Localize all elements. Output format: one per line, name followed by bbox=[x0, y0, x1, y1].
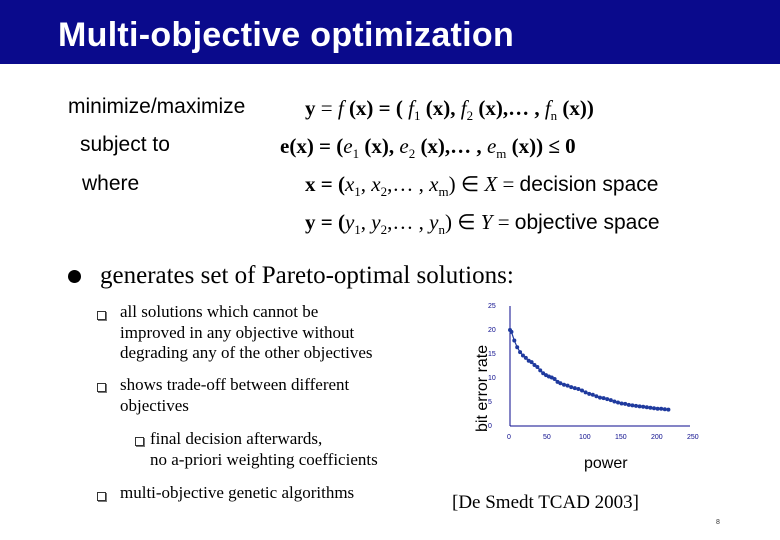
slide-title: Multi-objective optimization bbox=[58, 16, 515, 54]
x-tick-label: 250 bbox=[687, 434, 699, 441]
data-point bbox=[535, 364, 540, 369]
bullet-dot-icon bbox=[68, 270, 81, 283]
y-tick-label: 10 bbox=[488, 375, 496, 382]
citation: [De Smedt TCAD 2003] bbox=[452, 492, 639, 513]
x-tick-label: 100 bbox=[579, 434, 591, 441]
data-point bbox=[532, 363, 537, 368]
sub-bullet-pareto: all solutions which cannot be improved i… bbox=[120, 302, 373, 362]
data-point bbox=[590, 392, 595, 397]
checkbox-bullet-icon bbox=[135, 437, 144, 446]
data-point bbox=[529, 360, 534, 365]
data-point bbox=[552, 376, 557, 381]
checkbox-bullet-icon bbox=[97, 383, 106, 392]
data-point bbox=[623, 401, 628, 406]
data-point bbox=[558, 381, 563, 386]
y-tick-label: 0 bbox=[488, 423, 492, 430]
where-label: where bbox=[82, 172, 140, 195]
data-point bbox=[605, 397, 610, 402]
objective-space-equation: y = (y1, y2,… , yn) ∈ Y = objective spac… bbox=[305, 210, 660, 238]
y-tick-label: 25 bbox=[488, 303, 496, 310]
y-tick-label: 5 bbox=[488, 399, 492, 406]
title-bar bbox=[0, 0, 780, 64]
data-point bbox=[655, 406, 660, 411]
y-axis-label: bit error rate bbox=[474, 345, 491, 432]
checkbox-bullet-icon bbox=[97, 492, 106, 501]
main-bullet-text: generates set of Pareto-optimal solution… bbox=[100, 262, 514, 289]
data-point bbox=[626, 402, 631, 407]
data-point bbox=[583, 390, 588, 395]
data-point bbox=[562, 382, 566, 387]
data-point bbox=[587, 391, 592, 396]
data-point bbox=[644, 405, 649, 410]
data-point bbox=[616, 400, 620, 405]
sub-sub-bullet-final: final decision afterwards, no a-priori w… bbox=[150, 429, 378, 469]
data-point bbox=[565, 383, 570, 388]
page-number: 8 bbox=[716, 519, 720, 526]
data-point bbox=[641, 404, 646, 409]
data-point bbox=[630, 403, 635, 408]
data-point bbox=[662, 407, 667, 412]
data-point bbox=[518, 350, 523, 355]
x-tick-label: 50 bbox=[543, 434, 551, 441]
x-tick-label: 150 bbox=[615, 434, 627, 441]
series-line bbox=[509, 329, 669, 411]
x-tick-label: 200 bbox=[651, 434, 663, 441]
data-point bbox=[659, 406, 664, 411]
data-point bbox=[666, 407, 671, 412]
data-point bbox=[598, 395, 602, 400]
data-point bbox=[634, 403, 638, 408]
data-point bbox=[612, 399, 617, 404]
data-point bbox=[601, 396, 606, 401]
data-point bbox=[538, 368, 543, 373]
subject-to-label: subject to bbox=[80, 133, 170, 156]
data-point bbox=[576, 387, 581, 392]
data-point bbox=[652, 406, 656, 411]
data-point bbox=[515, 345, 520, 350]
minimize-label: minimize/maximize bbox=[68, 95, 246, 118]
data-point bbox=[637, 404, 642, 409]
x-tick-label: 0 bbox=[507, 434, 511, 441]
data-point bbox=[523, 355, 528, 360]
checkbox-bullet-icon bbox=[97, 311, 106, 320]
data-point bbox=[594, 394, 599, 399]
constraint-equation: e(x) = (e1 (x), e2 (x),… , em (x)) ≤ 0 bbox=[280, 134, 576, 162]
x-axis-label: power bbox=[584, 455, 628, 472]
decision-space-equation: x = (x1, x2,… , xm) ∈ X = decision space bbox=[305, 172, 659, 200]
data-point bbox=[520, 353, 525, 358]
data-point bbox=[619, 401, 624, 406]
sub-bullet-genetic: multi-objective genetic algorithms bbox=[120, 483, 355, 502]
data-point bbox=[512, 338, 517, 343]
data-point bbox=[608, 398, 613, 403]
data-point bbox=[572, 386, 577, 391]
data-point bbox=[648, 405, 653, 410]
sub-bullet-tradeoff: shows trade-off between different object… bbox=[120, 375, 350, 415]
data-point bbox=[509, 329, 514, 334]
data-point bbox=[569, 385, 574, 390]
y-tick-label: 15 bbox=[488, 351, 496, 358]
data-point bbox=[580, 388, 584, 393]
data-point bbox=[541, 371, 546, 376]
objective-equation: y = f (x) = ( f1 (x), f2 (x),… , fn (x)) bbox=[305, 96, 594, 124]
y-tick-label: 20 bbox=[488, 327, 496, 334]
